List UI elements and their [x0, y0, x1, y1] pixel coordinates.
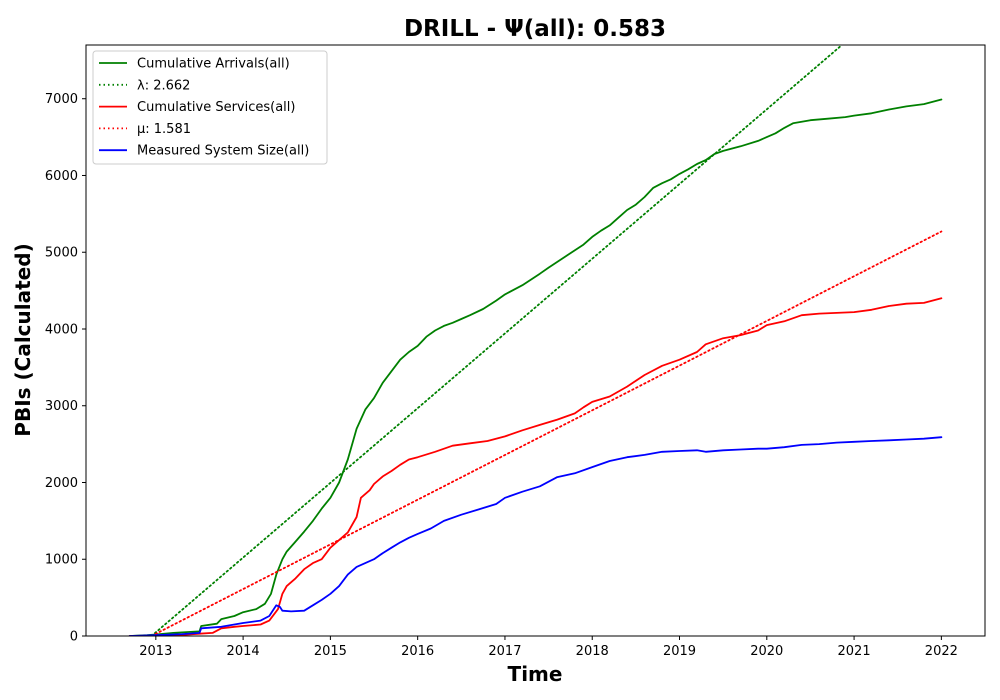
x-tick-label: 2017 [488, 644, 521, 659]
x-tick-label: 2018 [576, 644, 609, 659]
series-layer [128, 45, 943, 636]
x-tick-label: 2020 [750, 644, 783, 659]
legend-label: λ: 2.662 [137, 78, 190, 93]
y-tick-label: 6000 [45, 169, 78, 184]
plot-frame [85, 44, 986, 637]
y-tick-label: 7000 [45, 92, 78, 107]
x-tick-label: 2013 [139, 644, 172, 659]
series-line-2 [128, 297, 943, 636]
y-axis-title: PBIs (Calculated) [11, 243, 35, 436]
series-line-1 [150, 45, 843, 636]
legend-label: Measured System Size(all) [137, 144, 309, 159]
legend-label: Cumulative Services(all) [137, 100, 295, 115]
y-tick-label: 0 [70, 630, 78, 645]
x-tick-label: 2022 [925, 644, 958, 659]
y-axis: 0 1000 2000 3000 4000 5000 6000 7000 [45, 92, 86, 645]
legend-label: Cumulative Arrivals(all) [137, 57, 290, 72]
legend-box [92, 50, 328, 165]
x-tick-label: 2021 [838, 644, 871, 659]
x-tick-label: 2016 [401, 644, 434, 659]
y-tick-label: 2000 [45, 476, 78, 491]
y-tick-label: 1000 [45, 553, 78, 568]
y-tick-label: 3000 [45, 399, 78, 414]
chart-title: DRILL - Ψ(all): 0.583 [404, 16, 666, 42]
series-line-4 [128, 436, 943, 636]
y-tick-label: 4000 [45, 322, 78, 337]
series-line-3 [150, 230, 943, 636]
series-line-0 [128, 98, 943, 636]
legend-label: μ: 1.581 [137, 122, 191, 137]
x-tick-label: 2015 [314, 644, 347, 659]
x-tick-label: 2019 [663, 644, 696, 659]
x-axis: 2013 2014 2015 2016 2017 2018 2019 2020 2021 2022 [139, 636, 958, 659]
x-axis-title: Time [508, 662, 563, 686]
y-tick-label: 5000 [45, 246, 78, 261]
x-tick-label: 2014 [227, 644, 260, 659]
legend: Cumulative Arrivals(all) λ: 2.662 Cumulati… [92, 50, 328, 165]
